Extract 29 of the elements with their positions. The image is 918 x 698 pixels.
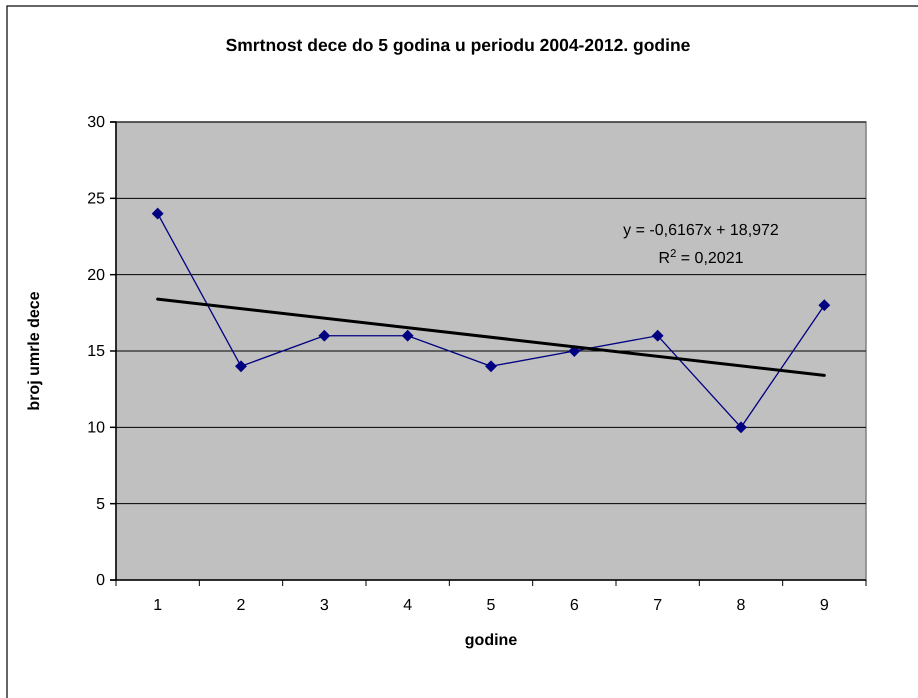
point <box>235 360 247 372</box>
x-tick-label: 4 <box>403 597 412 614</box>
point <box>818 299 830 312</box>
x-tick-label: 7 <box>653 597 662 614</box>
y-tick-label: 15 <box>87 343 106 360</box>
point <box>485 360 497 372</box>
x-tick-label: 8 <box>736 597 746 614</box>
point <box>402 330 414 342</box>
point <box>735 421 747 434</box>
y-tick-label: 20 <box>87 266 106 284</box>
x-tick-label: 9 <box>820 597 829 614</box>
point <box>652 330 664 342</box>
annotation: y = -0,6167x + 18,972 <box>623 222 779 239</box>
x-tick-label: 6 <box>570 597 579 614</box>
annotation: R$^{2}$ = 0,2021 <box>658 248 744 267</box>
point <box>152 208 164 220</box>
x-tick-label: 3 <box>320 597 329 614</box>
y-tick-label: 10 <box>87 419 106 436</box>
x-tick-label: 5 <box>486 597 496 614</box>
y-axis-title: broj umrle dece <box>26 291 43 411</box>
y-tick-label: 0 <box>96 572 106 590</box>
y-tick-label: 25 <box>87 190 106 208</box>
point <box>318 330 330 342</box>
y-tick-label: 5 <box>96 496 106 513</box>
x-axis-title: godine <box>464 632 518 649</box>
x-tick-label: 1 <box>153 597 162 614</box>
chart-title: Smrtnost dece do 5 godina u periodu 2004-2012. godine <box>226 35 691 55</box>
y-tick-label: 30 <box>87 114 106 132</box>
x-tick-label: 2 <box>236 597 246 614</box>
